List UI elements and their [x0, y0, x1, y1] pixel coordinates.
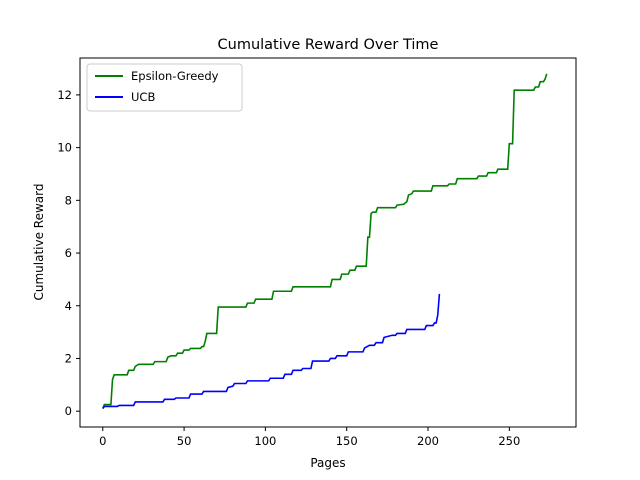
x-tick-label: 250	[498, 434, 520, 448]
x-tick-label: 200	[417, 434, 439, 448]
y-tick-label: 4	[65, 299, 72, 313]
y-tick-label: 2	[65, 351, 72, 365]
legend-label-ucb: UCB	[131, 90, 155, 104]
y-axis: 0 2 4 6 8 10 12	[57, 88, 80, 418]
y-tick-label: 6	[65, 246, 72, 260]
legend: Epsilon-Greedy UCB	[86, 63, 243, 112]
chart-title: Cumulative Reward Over Time	[218, 37, 439, 53]
y-tick-label: 10	[57, 141, 72, 155]
x-tick-label: 100	[254, 434, 276, 448]
x-axis: 0 50 100 150 200 250	[99, 427, 520, 448]
legend-label-epsilon-greedy: Epsilon-Greedy	[131, 69, 219, 83]
x-tick-label: 150	[336, 434, 358, 448]
plot-area	[102, 73, 548, 410]
y-tick-label: 0	[65, 404, 72, 418]
series-line-epsilon-greedy	[102, 73, 548, 409]
legend-box	[86, 63, 243, 112]
x-axis-label: Pages	[310, 456, 345, 470]
y-tick-label: 12	[57, 88, 72, 102]
y-axis-label: Cumulative Reward	[32, 184, 46, 301]
x-tick-label: 50	[177, 434, 192, 448]
y-tick-label: 8	[65, 193, 72, 207]
plot-frame	[79, 57, 577, 428]
x-tick-label: 0	[99, 434, 106, 448]
series-line-ucb	[102, 293, 441, 410]
